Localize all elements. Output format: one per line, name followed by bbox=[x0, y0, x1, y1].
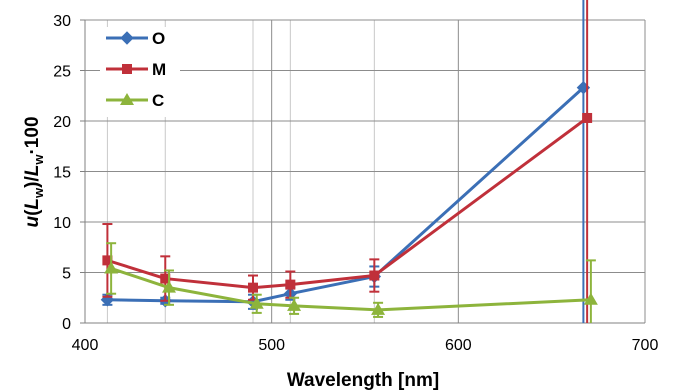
legend-swatch-marker bbox=[120, 31, 134, 45]
data-point bbox=[162, 280, 176, 293]
data-point bbox=[583, 292, 598, 305]
series-layer bbox=[100, 0, 598, 323]
x-tick-label: 700 bbox=[632, 337, 659, 354]
data-point bbox=[248, 282, 258, 293]
y-tick-label: 20 bbox=[53, 114, 71, 131]
y-axis-label: u(Lw)/Lw·100 bbox=[22, 116, 46, 227]
data-point bbox=[249, 296, 264, 309]
legend: OMC bbox=[100, 27, 180, 117]
y-tick-label: 10 bbox=[53, 215, 71, 232]
legend-swatch-marker bbox=[122, 64, 132, 74]
data-point bbox=[285, 279, 296, 290]
axes: 400 500 600 700 0 5 10 15 20 25 30 bbox=[53, 13, 658, 354]
x-tick-label: 600 bbox=[445, 337, 472, 354]
legend-swatch-marker bbox=[120, 93, 134, 105]
data-point bbox=[160, 273, 171, 284]
series-C bbox=[104, 242, 598, 323]
x-tick-label: 500 bbox=[258, 337, 285, 354]
series-line bbox=[107, 86, 585, 304]
data-point bbox=[582, 112, 593, 123]
data-point bbox=[287, 298, 302, 311]
data-point bbox=[104, 261, 119, 274]
data-point bbox=[369, 270, 380, 281]
legend-label: O bbox=[152, 29, 165, 48]
y-tick-label: 15 bbox=[53, 165, 71, 182]
legend-background bbox=[100, 27, 180, 117]
y-tick-label: 0 bbox=[62, 316, 71, 333]
legend-label: C bbox=[152, 91, 164, 110]
data-point bbox=[371, 302, 386, 315]
y-tick-label: 5 bbox=[62, 266, 71, 283]
data-point bbox=[102, 255, 113, 266]
y-tick-label: 25 bbox=[53, 64, 71, 81]
series-line bbox=[110, 267, 591, 312]
series-line bbox=[106, 116, 589, 290]
y-tick-label: 30 bbox=[53, 13, 71, 30]
x-tick-label: 400 bbox=[72, 337, 99, 354]
x-axis-label: Wavelength [nm] bbox=[287, 370, 439, 391]
legend-label: M bbox=[152, 60, 166, 79]
